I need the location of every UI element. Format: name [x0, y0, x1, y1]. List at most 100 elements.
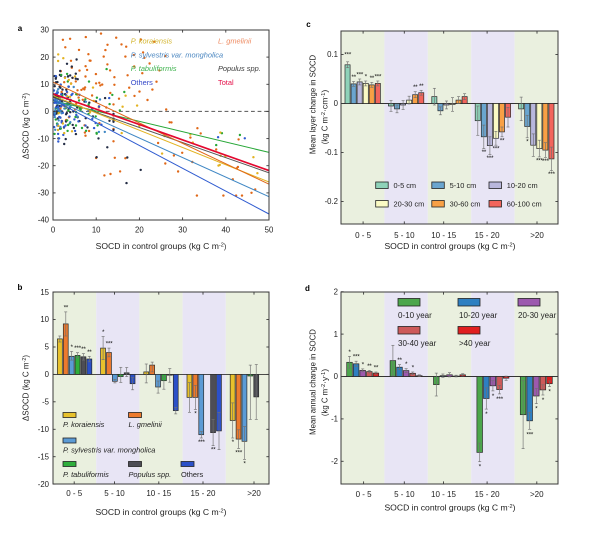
svg-text:30-40 year: 30-40 year: [398, 339, 437, 348]
svg-text:>20: >20: [530, 490, 544, 499]
svg-text:c: c: [306, 20, 311, 29]
svg-text:5 - 10: 5 - 10: [394, 231, 415, 240]
svg-text:***: ***: [487, 155, 494, 162]
svg-text:(kg C m-2·y-1): (kg C m-2·y-1): [320, 369, 330, 416]
svg-text:>40 year: >40 year: [459, 339, 491, 348]
svg-text:0: 0: [51, 226, 56, 235]
svg-text:-15: -15: [38, 452, 50, 461]
svg-text:P. koraiensis: P. koraiensis: [63, 420, 105, 429]
svg-text:***: ***: [374, 74, 381, 81]
svg-text:L. gmelinii: L. gmelinii: [129, 420, 163, 429]
svg-text:**: **: [370, 75, 375, 82]
svg-text:*: *: [526, 138, 529, 145]
svg-text:1: 1: [334, 330, 338, 339]
svg-text:40: 40: [221, 226, 230, 235]
svg-text:Total: Total: [218, 78, 234, 87]
svg-text:*: *: [492, 393, 495, 400]
svg-text:**: **: [413, 84, 418, 91]
svg-text:***: ***: [356, 72, 363, 79]
svg-text:***: ***: [536, 157, 543, 164]
svg-text:d: d: [305, 284, 310, 293]
svg-text:5-10 cm: 5-10 cm: [450, 181, 477, 190]
svg-text:P. sylvestris var. mongholica: P. sylvestris var. mongholica: [63, 446, 155, 455]
svg-text:***: ***: [106, 341, 113, 348]
svg-text:0-10 year: 0-10 year: [398, 311, 432, 320]
svg-text:15 - 20: 15 - 20: [191, 489, 216, 498]
svg-text:**: **: [64, 304, 69, 311]
svg-text:0-5 cm: 0-5 cm: [394, 181, 417, 190]
svg-text:**: **: [367, 363, 372, 370]
svg-text:*: *: [348, 349, 351, 356]
svg-text:0: 0: [45, 370, 50, 379]
svg-text:10 - 15: 10 - 15: [146, 489, 171, 498]
svg-text:-10: -10: [38, 425, 50, 434]
svg-text:*: *: [412, 365, 415, 372]
svg-text:(kg C m-2·cm-1): (kg C m-2·cm-1): [320, 90, 330, 145]
svg-text:30: 30: [40, 26, 49, 35]
svg-text:50: 50: [265, 226, 274, 235]
svg-text:-10: -10: [38, 134, 50, 143]
svg-text:0 - 5: 0 - 5: [356, 490, 373, 499]
svg-text:L. gmelinii: L. gmelinii: [218, 37, 252, 46]
svg-text:10 - 15: 10 - 15: [431, 231, 456, 240]
svg-text:a: a: [18, 24, 23, 33]
svg-text:ΔSOCD (kg C m-2): ΔSOCD (kg C m-2): [22, 355, 31, 421]
svg-text:***: ***: [353, 354, 360, 361]
svg-text:*: *: [194, 411, 197, 418]
svg-text:Populus spp.: Populus spp.: [129, 470, 172, 479]
svg-text:-2: -2: [331, 457, 338, 466]
svg-text:***: ***: [542, 158, 549, 165]
svg-text:-0.1: -0.1: [325, 148, 338, 157]
svg-text:0 - 5: 0 - 5: [355, 231, 372, 240]
svg-text:0: 0: [334, 99, 339, 108]
svg-text:Others: Others: [181, 470, 203, 479]
svg-text:10 - 15: 10 - 15: [431, 490, 456, 499]
svg-text:-20: -20: [38, 161, 50, 170]
svg-text:-1: -1: [331, 415, 338, 424]
svg-text:10-20 year: 10-20 year: [459, 311, 498, 320]
svg-text:-30: -30: [38, 189, 50, 198]
svg-text:b: b: [18, 283, 23, 292]
svg-text:**: **: [87, 349, 92, 356]
svg-text:20: 20: [40, 53, 49, 62]
svg-text:>20: >20: [247, 489, 261, 498]
svg-text:*: *: [362, 361, 365, 368]
svg-text:Others: Others: [131, 78, 153, 87]
svg-text:15 - 20: 15 - 20: [475, 231, 500, 240]
svg-text:**: **: [211, 447, 216, 454]
svg-text:***: ***: [198, 439, 205, 446]
svg-text:*: *: [405, 361, 408, 368]
svg-text:Populus spp.: Populus spp.: [218, 64, 261, 73]
svg-text:*: *: [365, 74, 368, 81]
svg-text:SOCD in control groups (kg C m: SOCD in control groups (kg C m-2): [96, 241, 227, 251]
svg-text:5 - 10: 5 - 10: [394, 490, 415, 499]
svg-text:10: 10: [40, 315, 49, 324]
svg-text:0: 0: [334, 372, 339, 381]
svg-text:*: *: [232, 439, 235, 446]
svg-text:10: 10: [40, 80, 49, 89]
svg-text:-20: -20: [38, 480, 50, 489]
svg-text:SOCD in control groups (kg C m: SOCD in control groups (kg C m-2): [384, 503, 515, 513]
svg-text:**: **: [81, 346, 86, 353]
svg-text:15 - 20: 15 - 20: [475, 490, 500, 499]
svg-text:0.1: 0.1: [327, 50, 338, 59]
svg-text:Mean annual change in SOCD: Mean annual change in SOCD: [309, 329, 318, 435]
svg-text:*: *: [535, 406, 538, 413]
svg-text:30: 30: [178, 226, 187, 235]
svg-text:SOCD in control groups (kg C m: SOCD in control groups (kg C m-2): [384, 241, 515, 251]
svg-text:***: ***: [526, 431, 533, 438]
svg-text:2: 2: [334, 287, 338, 296]
svg-text:20: 20: [135, 226, 144, 235]
svg-text:P. koraiensis: P. koraiensis: [131, 37, 173, 46]
svg-text:20-30 year: 20-30 year: [518, 311, 557, 320]
svg-text:**: **: [482, 149, 487, 156]
svg-text:10: 10: [92, 226, 101, 235]
svg-text:***: ***: [235, 450, 242, 457]
svg-text:Mean layer change in SOCD: Mean layer change in SOCD: [309, 55, 318, 155]
svg-text:***: ***: [74, 345, 81, 352]
svg-text:-40: -40: [38, 216, 50, 225]
svg-text:***: ***: [496, 396, 503, 403]
svg-text:**: **: [374, 365, 379, 372]
svg-text:**: **: [500, 137, 505, 144]
svg-text:*: *: [102, 329, 105, 336]
